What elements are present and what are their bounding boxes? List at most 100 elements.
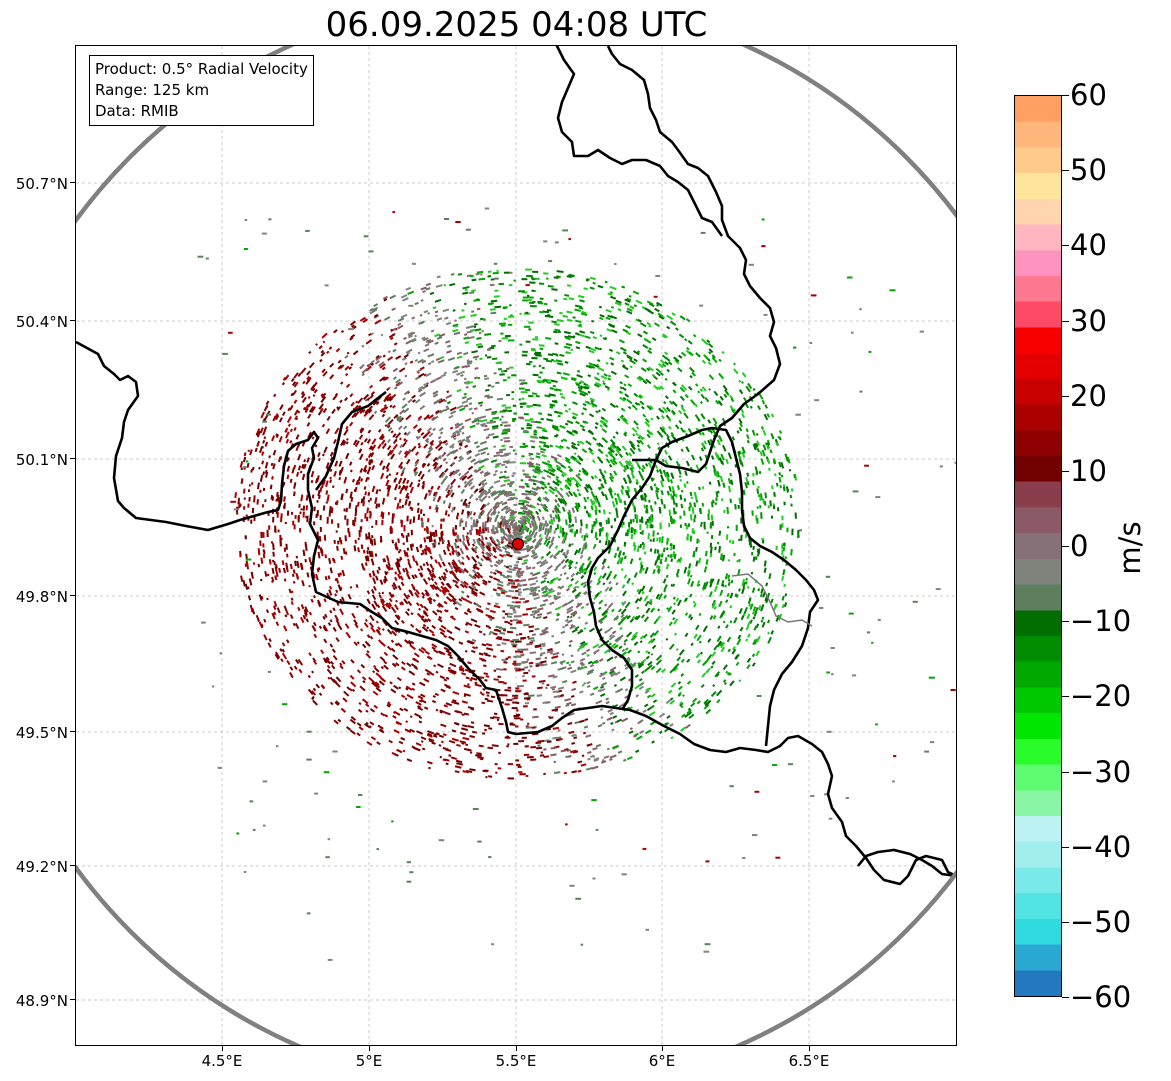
echo-gate <box>592 335 598 340</box>
echo-gate <box>583 385 589 390</box>
echo-gate <box>356 397 364 404</box>
echo-gate <box>386 491 390 497</box>
echo-gate <box>450 756 458 760</box>
echo-gate <box>518 591 522 594</box>
echo-gate <box>540 651 546 655</box>
echo-gate <box>610 362 615 366</box>
echo-gate <box>542 590 548 594</box>
echo-gate <box>694 403 698 408</box>
echo-gate <box>707 513 710 521</box>
echo-gate <box>576 443 580 447</box>
echo-gate <box>493 372 497 375</box>
echo-gate <box>729 472 733 477</box>
echo-gate <box>591 765 599 770</box>
echo-gate <box>484 551 491 558</box>
echo-gate <box>788 469 792 472</box>
echo-gate <box>525 268 532 271</box>
echo-gate <box>744 581 748 585</box>
echo-gate <box>504 613 509 616</box>
echo-gate <box>345 488 349 494</box>
echo-gate <box>346 351 350 355</box>
echo-gate <box>609 711 614 716</box>
echo-gate <box>382 410 387 414</box>
echo-gate <box>583 496 588 503</box>
echo-gate <box>272 415 277 422</box>
echo-gate <box>446 344 452 348</box>
echo-gate <box>456 743 461 747</box>
echo-gate <box>536 607 544 611</box>
echo-gate <box>780 474 784 478</box>
echo-gate <box>546 571 550 575</box>
echo-gate <box>570 669 577 674</box>
echo-gate <box>703 440 707 445</box>
echo-gate <box>605 361 609 365</box>
echo-gate <box>388 397 394 402</box>
echo-gate <box>239 503 242 508</box>
echo-gate <box>626 354 633 360</box>
echo-gate <box>423 373 427 377</box>
echo-gate <box>718 358 722 362</box>
echo-gate <box>607 292 613 296</box>
echo-gate <box>472 565 477 570</box>
echo-gate <box>688 385 693 391</box>
echo-gate <box>580 763 587 767</box>
echo-gate <box>715 491 719 498</box>
echo-gate <box>320 393 324 397</box>
echo-gate <box>535 510 540 516</box>
echo-gate <box>439 755 443 759</box>
echo-gate <box>562 314 569 318</box>
echo-gate <box>294 560 297 567</box>
echo-gate <box>404 639 409 644</box>
echo-gate <box>461 309 465 312</box>
echo-gate <box>437 359 444 364</box>
echo-gate <box>536 502 540 506</box>
echo-gate <box>598 658 604 663</box>
echo-gate <box>502 379 507 382</box>
echo-gate <box>701 672 707 678</box>
echo-gate <box>650 665 656 671</box>
echo-gate <box>385 479 390 487</box>
echo-gate <box>518 502 525 505</box>
echo-gate <box>272 463 276 470</box>
echo-gate <box>450 594 455 599</box>
echo-gate <box>724 573 729 580</box>
echo-gate <box>370 550 374 558</box>
echo-gate <box>512 694 519 697</box>
echo-gate <box>339 364 345 370</box>
echo-gate <box>268 455 271 459</box>
radar-map[interactable] <box>75 45 957 1046</box>
echo-gate <box>300 367 307 374</box>
echo-gate <box>409 715 413 719</box>
echo-gate <box>684 393 689 399</box>
echo-gate <box>488 632 492 636</box>
echo-gate <box>395 721 400 725</box>
echo-gate <box>701 359 707 365</box>
echo-gate <box>417 705 422 709</box>
echo-gate <box>432 610 438 616</box>
echo-gate <box>550 661 558 665</box>
echo-gate <box>567 722 573 726</box>
echo-gate <box>532 482 537 486</box>
echo-gate <box>626 307 633 312</box>
echo-gate <box>601 526 604 532</box>
echo-gate <box>450 449 456 455</box>
echo-gate <box>579 385 587 390</box>
echo-gate <box>499 470 503 474</box>
echo-gate <box>564 554 568 559</box>
echo-gate <box>693 602 697 608</box>
echo-gate <box>626 577 631 584</box>
echo-gate <box>581 428 586 432</box>
echo-gate <box>490 512 494 517</box>
echo-gate <box>500 423 503 427</box>
echo-gate <box>692 600 696 604</box>
echo-gate <box>396 676 402 682</box>
echo-gate <box>539 603 546 607</box>
echo-gate <box>716 640 722 648</box>
echo-gate <box>546 683 550 687</box>
echo-gate <box>403 592 409 600</box>
echo-gate <box>348 366 353 370</box>
echo-gate <box>667 605 673 613</box>
echo-gate <box>663 594 667 599</box>
echo-gate <box>533 491 538 495</box>
echo-gate <box>538 496 542 500</box>
